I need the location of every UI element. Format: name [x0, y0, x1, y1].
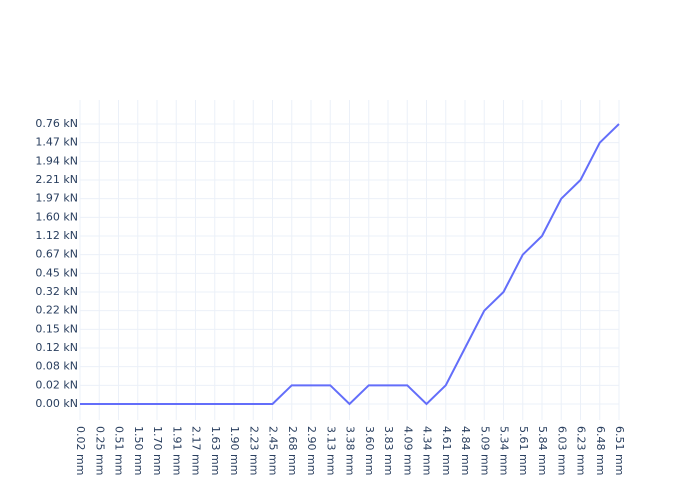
x-tick-label: 6.48 mm — [594, 426, 607, 475]
x-tick-label: 3.83 mm — [382, 426, 395, 475]
y-tick-label: 0.00 kN — [35, 397, 78, 410]
x-tick-label: 3.60 mm — [363, 426, 376, 475]
y-tick-label: 0.12 kN — [35, 341, 78, 354]
y-tick-label: 1.97 kN — [35, 192, 78, 205]
y-tick-label: 0.32 kN — [35, 285, 78, 298]
y-tick-label: 0.22 kN — [35, 304, 78, 317]
x-tick-label: 1.91 mm — [170, 426, 183, 475]
x-tick-label: 4.84 mm — [459, 426, 472, 475]
y-tick-label: 0.08 kN — [35, 360, 78, 373]
x-tick-label: 2.68 mm — [286, 426, 299, 475]
x-tick-label: 6.51 mm — [613, 426, 626, 475]
y-tick-label: 0.45 kN — [35, 266, 78, 279]
y-tick-label: 1.60 kN — [35, 210, 78, 223]
y-tick-label: 2.21 kN — [35, 173, 78, 186]
y-tick-label: 0.15 kN — [35, 322, 78, 335]
x-tick-label: 4.34 mm — [421, 426, 434, 475]
x-tick-label: 0.25 mm — [93, 426, 106, 475]
x-tick-label: 1.90 mm — [228, 426, 241, 475]
x-tick-label: 4.09 mm — [401, 426, 414, 475]
x-tick-label: 5.09 mm — [478, 426, 491, 475]
y-tick-label: 1.94 kN — [35, 154, 78, 167]
data-line — [80, 123, 620, 406]
x-tick-label: 2.17 mm — [190, 426, 203, 475]
x-tick-label: 3.38 mm — [344, 426, 357, 475]
y-tick-label: 0.67 kN — [35, 248, 78, 261]
x-tick-label: 5.34 mm — [498, 426, 511, 475]
y-tick-label: 1.12 kN — [35, 229, 78, 242]
y-tick-label: 1.47 kN — [35, 136, 78, 149]
x-tick-label: 6.23 mm — [575, 426, 588, 475]
x-tick-label: 1.63 mm — [209, 426, 222, 475]
x-tick-label: 4.61 mm — [440, 426, 453, 475]
x-tick-label: 2.23 mm — [247, 426, 260, 475]
x-tick-label: 2.90 mm — [305, 426, 318, 475]
y-tick-label: 0.02 kN — [35, 378, 78, 391]
x-tick-label: 5.84 mm — [536, 426, 549, 475]
x-tick-label: 1.50 mm — [132, 426, 145, 475]
x-tick-label: 3.13 mm — [324, 426, 337, 475]
x-tick-label: 1.70 mm — [151, 426, 164, 475]
y-tick-label: 0.76 kN — [35, 117, 78, 130]
x-tick-label: 5.61 mm — [517, 426, 530, 475]
x-tick-label: 2.45 mm — [267, 426, 280, 475]
x-tick-label: 0.51 mm — [113, 426, 126, 475]
x-tick-label: 0.02 mm — [74, 426, 87, 475]
x-tick-label: 6.03 mm — [555, 426, 568, 475]
